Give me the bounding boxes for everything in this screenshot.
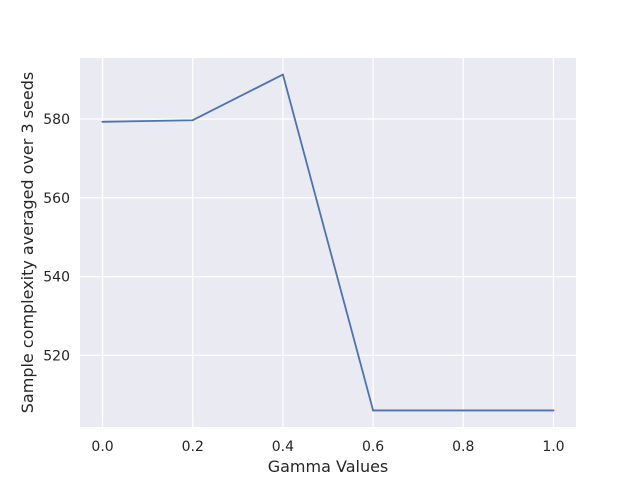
series-line [101, 73, 555, 412]
series-layer [101, 73, 555, 412]
y-tick-label: 540 [43, 270, 70, 286]
y-axis-label: Sample complexity averaged over 3 seeds [18, 72, 37, 413]
x-tick-label: 0.6 [362, 439, 384, 455]
data-point [462, 409, 465, 412]
x-tick-label: 0.0 [91, 439, 113, 455]
x-axis-label: Gamma Values [268, 457, 389, 476]
x-axis-ticks: 0.0 0.2 0.4 0.6 0.8 1.0 [91, 439, 564, 455]
data-point [282, 73, 284, 76]
y-axis-ticks: 520 540 560 580 [43, 112, 70, 364]
grid [80, 58, 576, 427]
x-tick-label: 0.4 [272, 439, 294, 455]
data-point [372, 409, 374, 412]
y-tick-label: 580 [43, 112, 70, 128]
x-tick-label: 0.2 [182, 439, 204, 455]
data-point [101, 120, 104, 123]
x-tick-label: 0.8 [452, 439, 474, 455]
y-tick-label: 520 [43, 348, 70, 364]
data-point [191, 119, 194, 122]
y-tick-label: 560 [43, 191, 70, 207]
x-tick-label: 1.0 [542, 439, 564, 455]
data-point [552, 409, 555, 412]
